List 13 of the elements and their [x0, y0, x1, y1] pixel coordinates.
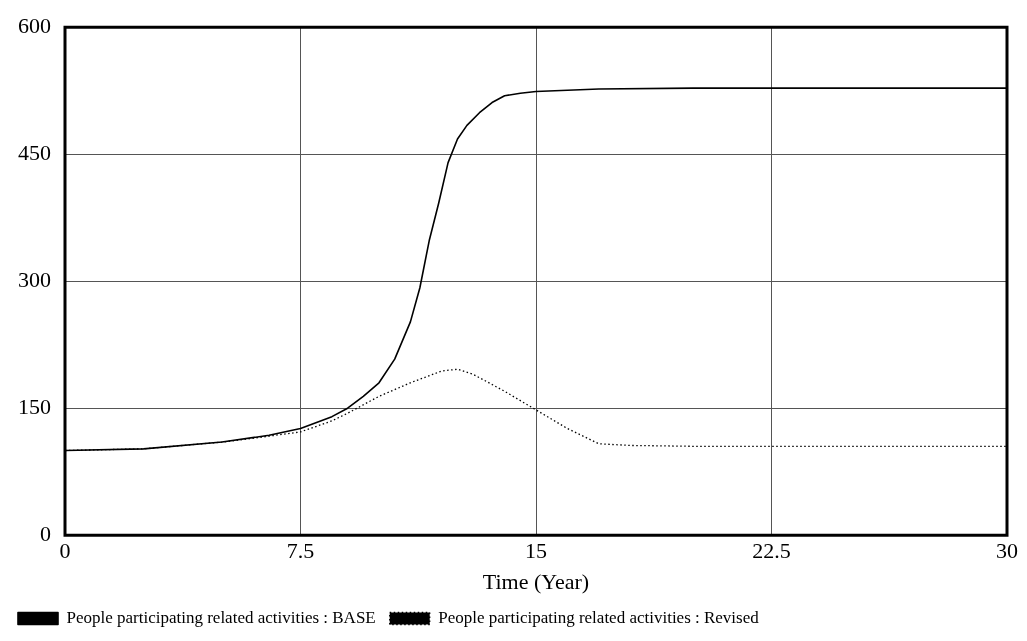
y-tick-label: 150 [18, 393, 51, 419]
y-tick-label: 0 [40, 520, 51, 546]
x-tick-label: 22.5 [752, 538, 791, 564]
legend-label: People participating related activities : Revised [438, 607, 760, 627]
x-tick-label: 0 [59, 538, 71, 564]
x-tick-label: 15 [525, 538, 547, 564]
y-tick-label: 450 [18, 139, 51, 165]
x-tick-label: 30 [996, 538, 1018, 564]
x-axis-title: Time (Year) [482, 568, 590, 594]
y-tick-label: 600 [18, 12, 51, 38]
legend-label: People participating related activities : BASE [66, 607, 376, 627]
y-tick-label: 300 [18, 266, 51, 292]
x-tick-label: 7.5 [286, 538, 315, 564]
